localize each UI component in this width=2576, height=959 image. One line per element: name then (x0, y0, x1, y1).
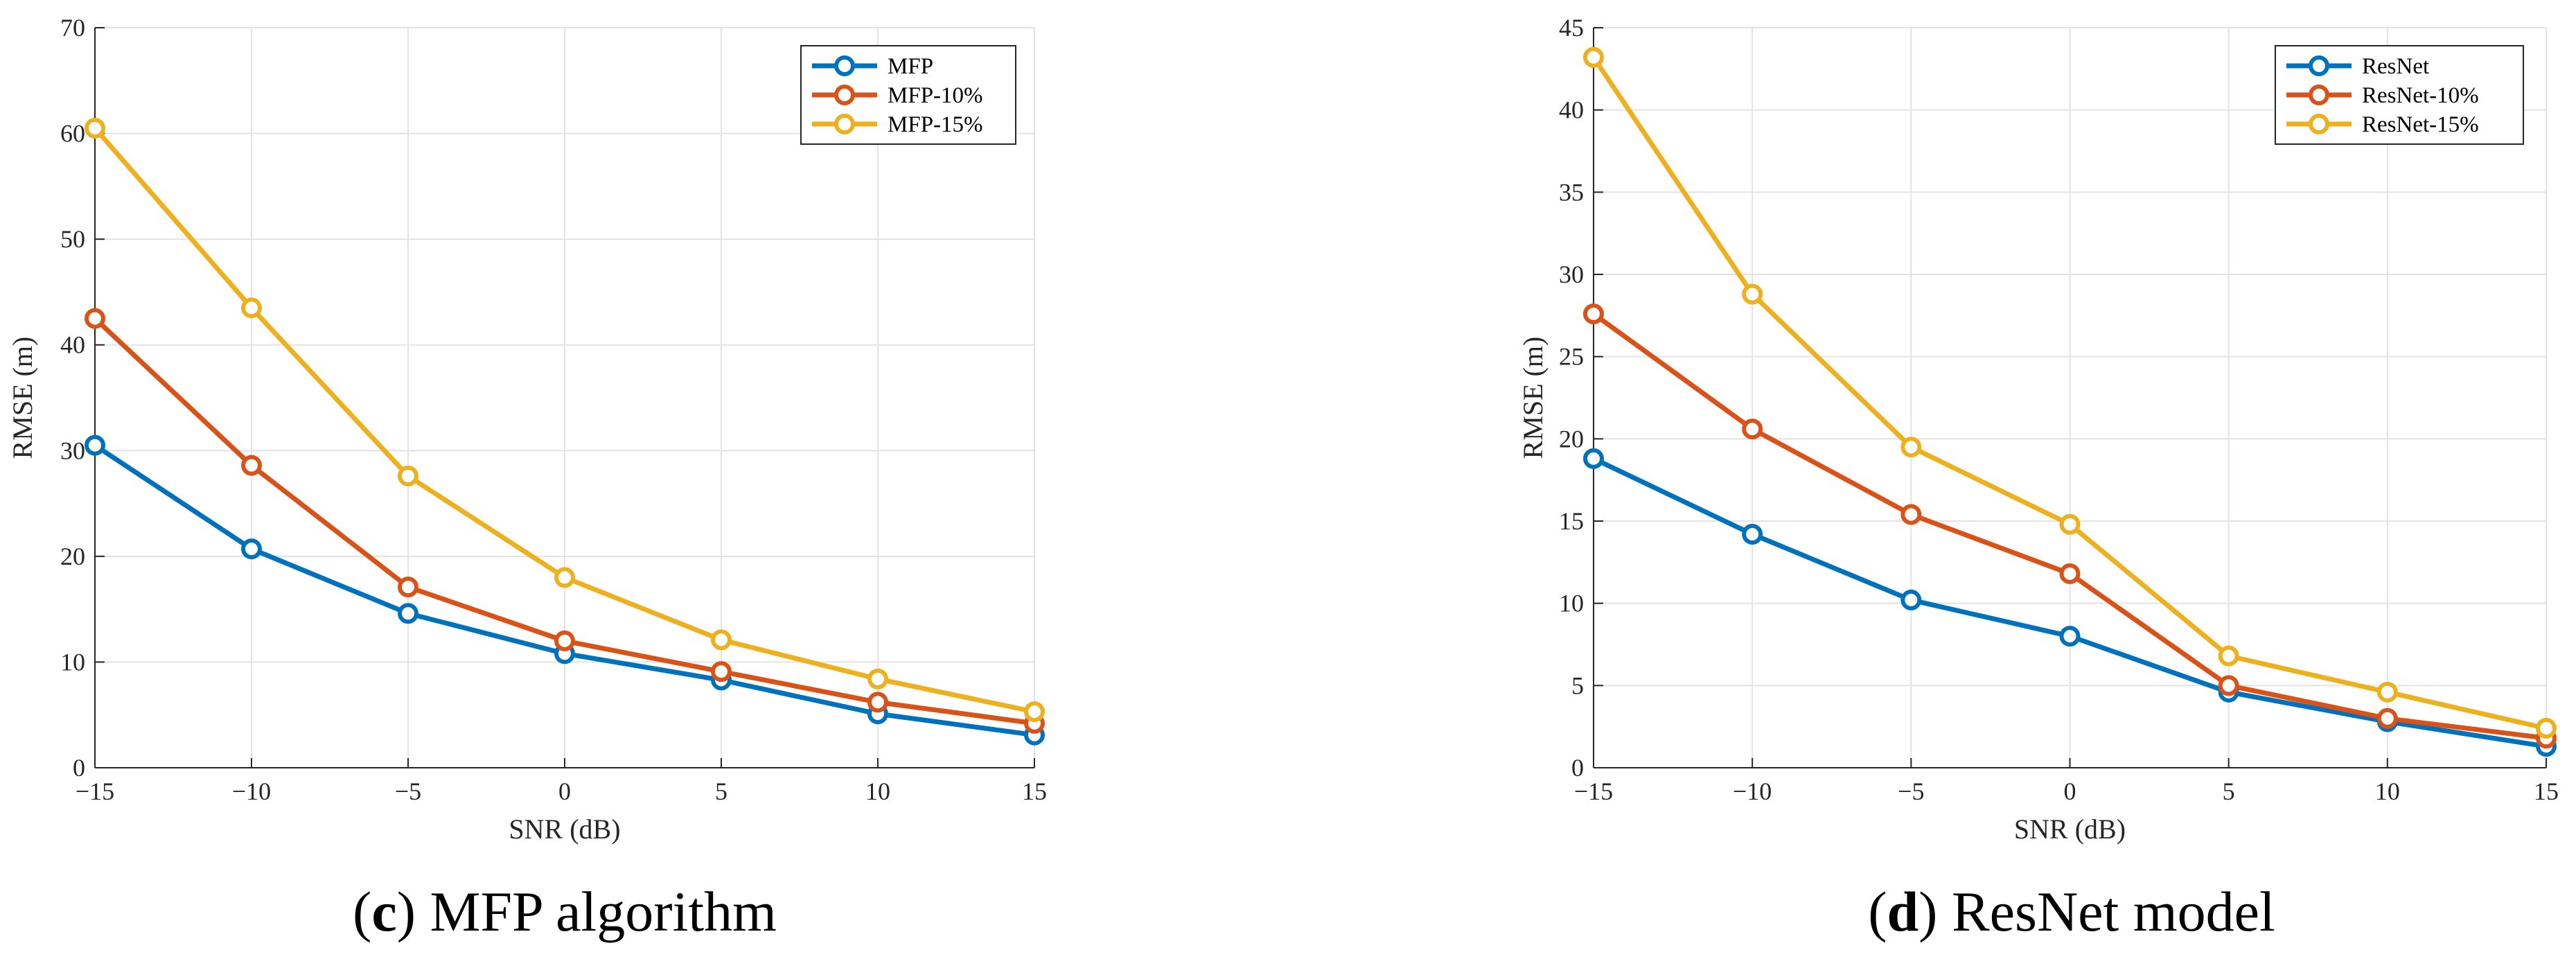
data-point (1900, 504, 1922, 525)
y-tick-label: 50 (60, 225, 85, 253)
y-tick-label: 45 (1559, 14, 1584, 42)
y-tick-label: 20 (60, 543, 85, 570)
legend-label: MFP-15% (888, 112, 983, 137)
data-point (1742, 283, 1763, 305)
data-point (241, 297, 262, 319)
x-tick-label: −5 (1898, 777, 1924, 805)
legend-label: ResNet (2362, 54, 2429, 79)
y-tick-label: 30 (60, 437, 85, 464)
data-point (2218, 675, 2239, 696)
caption-paren: ) (397, 880, 430, 943)
y-tick-label: 25 (1559, 343, 1584, 371)
data-point (554, 567, 575, 588)
data-point (2059, 563, 2081, 584)
data-point (867, 692, 888, 713)
data-point (85, 434, 105, 456)
x-tick-label: 15 (1022, 777, 1047, 805)
x-tick-label: −15 (1574, 777, 1613, 805)
legend: ResNet ResNet-10% ResNet-15% (2275, 45, 2524, 145)
caption-text: ResNet model (1952, 880, 2275, 943)
caption-letter: d (1887, 880, 1919, 943)
data-point (1742, 419, 1763, 440)
caption: (d) ResNet model (1868, 880, 2275, 943)
legend-marker (2309, 85, 2329, 105)
x-axis-label: SNR (dB) (509, 813, 620, 845)
data-point (1024, 701, 1045, 723)
caption-paren: ) (1918, 880, 1952, 943)
y-tick-label: 0 (73, 754, 85, 782)
x-tick-label: 0 (558, 777, 571, 805)
y-tick-label: 70 (60, 14, 85, 42)
y-axis-label: RMSE (m) (7, 337, 38, 459)
y-tick-label: 10 (1559, 590, 1584, 617)
data-point (2059, 513, 2081, 535)
x-tick-label: 10 (865, 777, 890, 805)
x-tick-label: 10 (2375, 777, 2400, 805)
legend-marker (2309, 114, 2329, 134)
legend-marker (2309, 55, 2329, 76)
data-point (711, 629, 732, 651)
y-tick-label: 15 (1559, 507, 1584, 535)
panel-c: −15 −10 −5 0 5 10 15 0 10 20 30 40 50 60 70 SNR (dB) RMS… (7, 14, 1047, 943)
caption-text: MFP algorithm (430, 880, 777, 943)
panel-d: −15 −10 −5 0 5 10 15 0 5 10 15 20 25 30 35 40 45 SNR (dB)… (1517, 14, 2559, 943)
x-tick-label: −10 (232, 777, 271, 805)
y-tick-label: 10 (60, 648, 85, 676)
y-axis-label: RMSE (m) (1517, 337, 1549, 459)
caption: (c) MFP algorithm (353, 880, 777, 943)
data-point (2218, 645, 2239, 667)
data-point (1742, 523, 1763, 545)
data-point (85, 308, 105, 329)
data-point (241, 455, 262, 476)
y-tick-label: 0 (1571, 754, 1584, 782)
caption-paren: ( (1868, 880, 1887, 943)
legend-label: ResNet-10% (2362, 83, 2479, 108)
data-point (2376, 707, 2398, 729)
y-tick-label: 40 (60, 331, 85, 359)
data-point (398, 577, 418, 598)
y-tick-label: 30 (1559, 261, 1584, 288)
y-tick-label: 35 (1559, 178, 1584, 206)
data-point (2059, 626, 2081, 647)
caption-paren: ( (353, 880, 371, 943)
data-point (867, 668, 888, 689)
x-tick-label: −10 (1733, 777, 1772, 805)
x-tick-label: −5 (395, 777, 421, 805)
y-tick-label: 20 (1559, 425, 1584, 452)
data-point (1900, 437, 1922, 458)
data-point (554, 630, 575, 651)
data-point (1900, 589, 1922, 610)
x-tick-label: 5 (715, 777, 727, 805)
legend-marker (834, 85, 855, 105)
y-tick-label: 60 (60, 120, 85, 148)
data-point (398, 465, 418, 486)
legend-marker (834, 55, 855, 76)
data-point (398, 603, 418, 624)
y-tick-label: 5 (1571, 671, 1584, 699)
x-axis-label: SNR (dB) (2014, 813, 2126, 845)
data-point (711, 661, 732, 683)
legend-marker (834, 114, 855, 134)
legend-label: MFP-10% (888, 83, 983, 108)
data-point (1583, 448, 1604, 469)
x-tick-label: 0 (2064, 777, 2076, 805)
data-point (1583, 46, 1604, 68)
legend-label: MFP (888, 54, 933, 79)
data-point (1583, 303, 1604, 324)
x-tick-label: 15 (2534, 777, 2559, 805)
data-point (241, 538, 262, 560)
x-tick-label: 5 (2223, 777, 2235, 805)
data-point (2376, 681, 2398, 703)
y-tick-label: 40 (1559, 96, 1584, 124)
caption-letter: c (371, 880, 396, 943)
data-point (85, 117, 105, 139)
legend-label: ResNet-15% (2362, 112, 2479, 137)
data-point (2536, 718, 2557, 739)
legend: MFP MFP-10% MFP-15% (800, 45, 1016, 145)
x-tick-label: −15 (76, 777, 114, 805)
